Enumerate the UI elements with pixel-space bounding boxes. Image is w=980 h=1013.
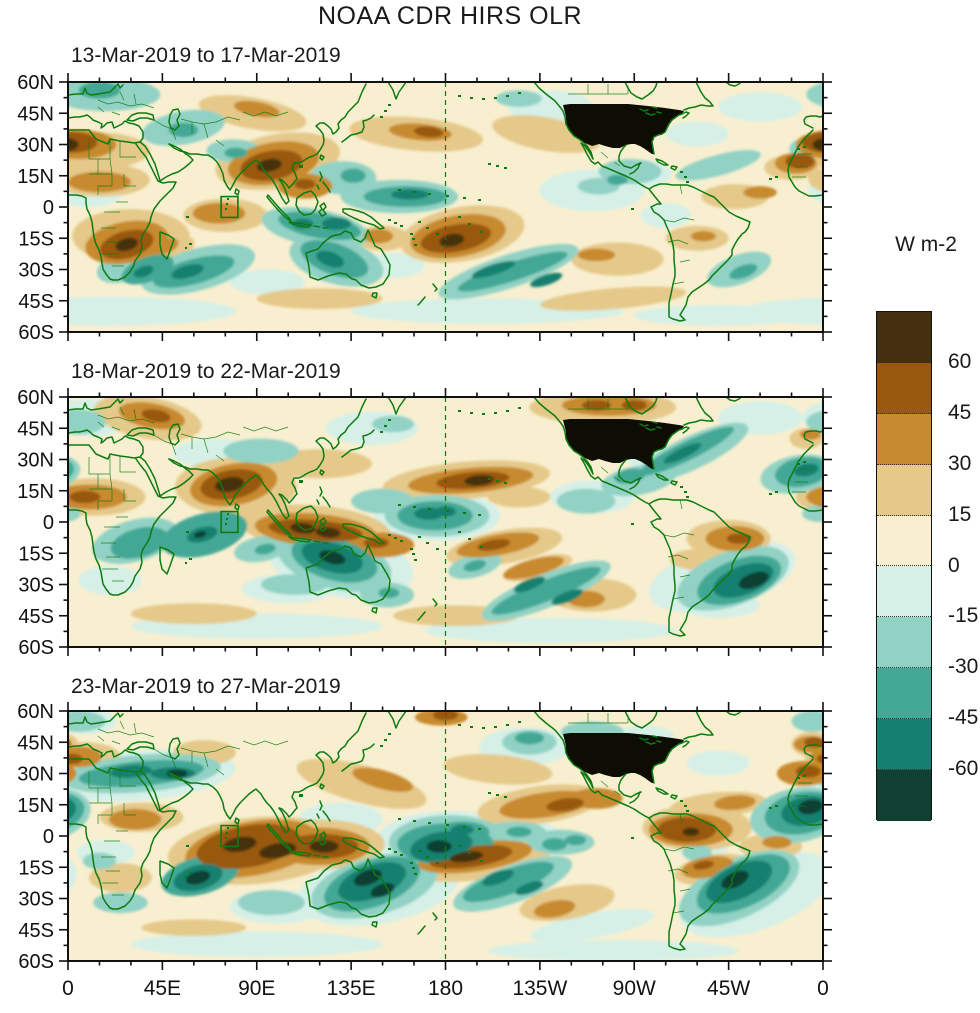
- colorbar-tick-label: -45: [948, 706, 979, 730]
- axis-ticks: [59, 702, 832, 970]
- colorbar-band: [877, 515, 931, 567]
- colorbar-band: [877, 312, 931, 363]
- map-panel-2: 60N 45N 30N 15N 0 15S 30S 45S 60S: [17, 387, 832, 659]
- lat-tick-label: 0: [43, 512, 54, 534]
- lat-tick-label: 30S: [18, 889, 54, 911]
- colorbar-tick-label: 0: [948, 553, 960, 577]
- map-canvas: 60N 45N 30N 15N 0 15S 30S 45S 60S: [17, 72, 832, 344]
- lon-tick-label: 90E: [238, 977, 275, 1000]
- roi-box: [220, 510, 239, 534]
- colorbar-tick-label: -30: [948, 655, 979, 679]
- lat-tick-label: 45N: [17, 418, 54, 440]
- colorbar-band: [877, 362, 931, 414]
- lat-tick-label: 45N: [17, 732, 54, 754]
- colorbar-band: [877, 617, 931, 669]
- colorbar-tick-label: -15: [948, 604, 979, 628]
- figure-title: NOAA CDR HIRS OLR: [317, 2, 583, 30]
- lon-tick-label: 0: [62, 977, 74, 1000]
- panel-2-title: 18-Mar-2019 to 22-Mar-2019: [71, 360, 341, 383]
- lat-tick-label: 60N: [17, 387, 54, 409]
- lat-tick-label: 15S: [18, 228, 54, 250]
- colorbar-tick-label: 30: [948, 451, 972, 475]
- colorbar-tick-label: -60: [948, 757, 979, 781]
- map-panel-3: 60N 45N 30N 15N 0 15S 30S 45S 60S 0 45E 90E 135E 180 1…: [17, 701, 832, 1000]
- panel-3-title: 23-Mar-2019 to 27-Mar-2019: [71, 675, 341, 698]
- lon-tick-label: 90W: [613, 977, 656, 1000]
- panel-1-title: 13-Mar-2019 to 17-Mar-2019: [71, 44, 341, 67]
- lat-tick-label: 60N: [17, 701, 54, 723]
- colorbar-band: [877, 464, 931, 516]
- lon-tick-label: 45W: [707, 977, 750, 1000]
- lat-tick-label: 60N: [17, 72, 54, 94]
- lat-tick-label: 30N: [17, 450, 54, 472]
- colorbar-band: [877, 413, 931, 465]
- colorbar-band: [877, 719, 931, 771]
- lat-tick-label: 30S: [18, 260, 54, 282]
- lat-tick-label: 15N: [17, 481, 54, 503]
- colorbar: [876, 311, 932, 821]
- colorbar-tick-label: 15: [948, 502, 972, 526]
- colorbar-tick-label: 45: [948, 400, 972, 424]
- axis-ticks: [59, 73, 832, 341]
- lat-tick-label: 45S: [18, 291, 54, 313]
- colorbar-band: [877, 566, 931, 618]
- lat-tick-label: 60S: [18, 951, 54, 973]
- colorbar-band: [877, 668, 931, 720]
- colorbar-band: [877, 770, 931, 821]
- colorbar-units-label: W m-2: [895, 233, 957, 256]
- lat-tick-label: 30N: [17, 764, 54, 786]
- anomaly-blobs: [68, 397, 823, 643]
- lon-tick-label: 180: [428, 977, 463, 1000]
- lat-tick-label: 60S: [18, 637, 54, 659]
- axis-ticks: [59, 388, 832, 656]
- lon-tick-label: 135E: [327, 977, 376, 1000]
- map-canvas: 60N 45N 30N 15N 0 15S 30S 45S 60S: [17, 387, 832, 659]
- anomaly-blobs: [68, 711, 823, 961]
- lon-tick-label: 45E: [144, 977, 181, 1000]
- lat-tick-label: 15N: [17, 795, 54, 817]
- lat-tick-label: 45S: [18, 606, 54, 628]
- lat-tick-label: 0: [43, 826, 54, 848]
- lon-tick-label: 0: [817, 977, 829, 1000]
- lat-tick-label: 15S: [18, 543, 54, 565]
- lat-tick-label: 60S: [18, 322, 54, 344]
- lat-tick-label: 45N: [17, 103, 54, 125]
- lat-tick-label: 15N: [17, 166, 54, 188]
- map-canvas: 60N 45N 30N 15N 0 15S 30S 45S 60S 0 45E 90E 135E 180 1…: [17, 701, 832, 1000]
- lat-tick-label: 30N: [17, 135, 54, 157]
- lat-tick-label: 45S: [18, 920, 54, 942]
- roi-box: [220, 824, 239, 848]
- colorbar-tick-label: 60: [948, 349, 972, 373]
- lat-tick-label: 15S: [18, 857, 54, 879]
- lat-tick-label: 0: [43, 197, 54, 219]
- lon-tick-label: 135W: [512, 977, 567, 1000]
- map-panel-1: 60N 45N 30N 15N 0 15S 30S 45S 60S: [17, 72, 832, 344]
- roi-box: [220, 195, 239, 219]
- lat-tick-label: 30S: [18, 575, 54, 597]
